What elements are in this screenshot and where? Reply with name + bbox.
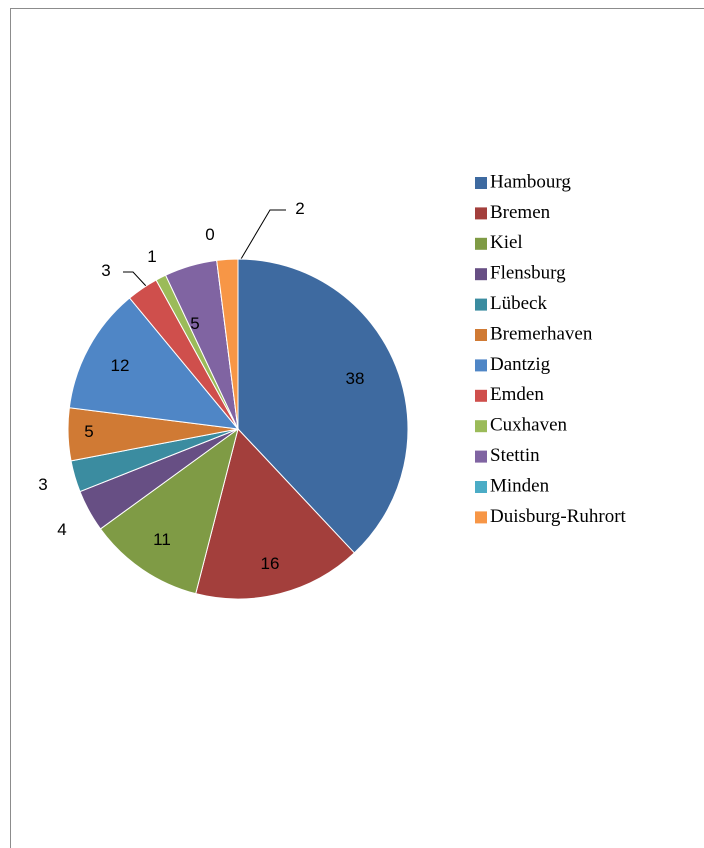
data-label: 3 <box>38 475 47 494</box>
legend-label: Hambourg <box>490 171 571 192</box>
data-label-value: 5 <box>84 422 93 441</box>
data-label: 1 <box>147 247 156 266</box>
data-label: 5 <box>190 314 199 333</box>
legend-swatch <box>475 298 487 311</box>
data-label-value: 3 <box>38 475 47 494</box>
data-label-value: 0 <box>205 225 214 244</box>
data-label-value: 16 <box>261 554 280 573</box>
legend-swatch <box>475 511 487 524</box>
legend-swatch <box>475 450 487 463</box>
data-label: 0 <box>205 225 214 244</box>
data-label: 4 <box>57 520 66 539</box>
data-label-value: 12 <box>111 356 130 375</box>
data-label-value: 5 <box>190 314 199 333</box>
legend-swatch <box>475 237 487 250</box>
data-label-value: 1 <box>147 247 156 266</box>
pie-slice <box>99 427 239 595</box>
legend-swatch <box>475 481 487 493</box>
data-label: 11 <box>153 530 171 549</box>
legend-swatch <box>475 207 487 220</box>
legend-label: Bremerhaven <box>490 323 593 344</box>
leader-line <box>240 209 286 260</box>
legend-label: Flensburg <box>490 263 566 284</box>
legend-label: Dantzig <box>490 354 551 375</box>
legend-label: Duisburg-Ruhrort <box>490 506 627 527</box>
pie-slice <box>68 297 240 430</box>
data-label-value: 3 <box>101 261 110 280</box>
data-label-value: 2 <box>295 199 304 218</box>
data-label-value: 11 <box>153 530 171 549</box>
legend-label: Cuxhaven <box>490 415 568 436</box>
data-label: 38 <box>346 369 365 388</box>
pie-slice <box>195 427 356 600</box>
legend-label: Minden <box>490 475 550 496</box>
legend-label: Emden <box>490 384 544 405</box>
data-label-value: 38 <box>346 369 365 388</box>
legend-swatch <box>475 268 487 281</box>
leader-line <box>123 271 147 287</box>
data-label-value: 4 <box>57 520 66 539</box>
data-label: 5 <box>84 422 93 441</box>
legend-swatch <box>475 177 487 189</box>
legend-label: Bremen <box>490 202 551 223</box>
legend-swatch <box>475 329 487 341</box>
data-label: 16 <box>261 554 280 573</box>
data-label: 2 <box>295 199 304 218</box>
legend-label: Lübeck <box>490 293 547 314</box>
data-label: 3 <box>101 261 110 280</box>
legend-swatch <box>475 359 487 372</box>
legend-swatch <box>475 420 487 433</box>
pie-slice <box>237 258 409 554</box>
data-label: 12 <box>111 356 130 375</box>
pie-slice <box>216 258 239 430</box>
legend-label: Stettin <box>490 445 540 466</box>
legend-label: Kiel <box>490 232 523 253</box>
legend-swatch <box>475 389 487 402</box>
